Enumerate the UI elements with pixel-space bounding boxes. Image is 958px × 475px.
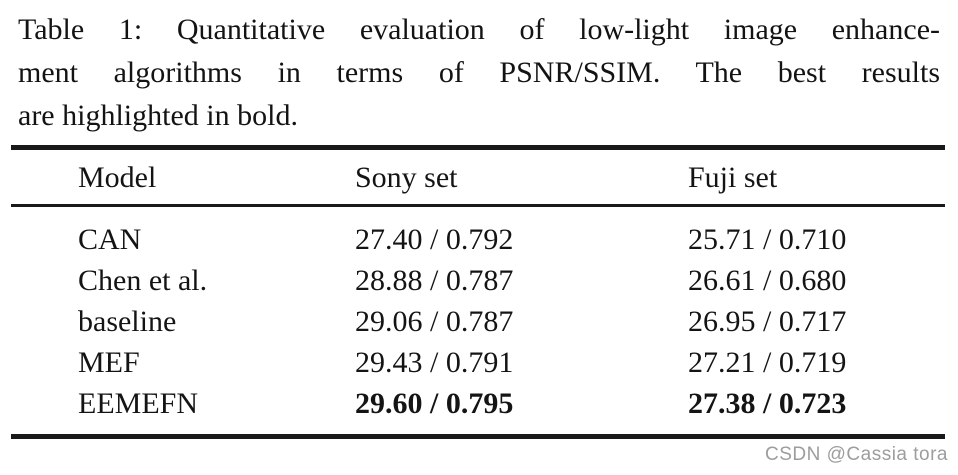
model-name: baseline [78,305,177,338]
table-row: MEF 29.43 / 0.791 27.21 / 0.719 [11,342,945,383]
header-row: Model Sony set Fuji set [11,147,945,207]
results-table: Model Sony set Fuji set CAN 27.40 / 0.79… [11,145,945,439]
col-header-sony-set: Sony set [355,147,688,207]
fuji-value-best: 27.38 / 0.723 [688,387,847,420]
fuji-value: 25.71 / 0.710 [688,223,847,256]
col-header-model: Model [11,147,355,207]
model-name: Chen et al. [78,264,208,297]
fuji-value: 26.95 / 0.717 [688,305,847,338]
sony-value: 29.43 / 0.791 [355,346,514,379]
sony-value: 27.40 / 0.792 [355,223,514,256]
col-header-fuji-set: Fuji set [688,147,945,207]
table-row: EEMEFN 29.60 / 0.795 27.38 / 0.723 [11,383,945,437]
table-row: CAN 27.40 / 0.792 25.71 / 0.710 [11,206,945,261]
caption-line-1: Table 1: Quantitative evaluation of low-… [18,13,940,46]
sony-value: 29.06 / 0.787 [355,305,514,338]
model-name: MEF [78,346,140,379]
watermark: CSDN @Cassia tora [765,444,948,465]
table-row: Chen et al. 28.88 / 0.787 26.61 / 0.680 [11,260,945,301]
sony-value-best: 29.60 / 0.795 [355,387,514,420]
table-caption: Table 1: Quantitative evaluation of low-… [18,8,940,137]
fuji-value: 27.21 / 0.719 [688,346,847,379]
fuji-value: 26.61 / 0.680 [688,264,847,297]
table-row: baseline 29.06 / 0.787 26.95 / 0.717 [11,301,945,342]
model-name: CAN [78,223,142,256]
caption-line-3: are highlighted in bold. [18,99,298,132]
sony-value: 28.88 / 0.787 [355,264,514,297]
model-name: EEMEFN [78,387,198,420]
caption-line-2: ment algorithms in terms of PSNR/SSIM. T… [18,56,940,89]
